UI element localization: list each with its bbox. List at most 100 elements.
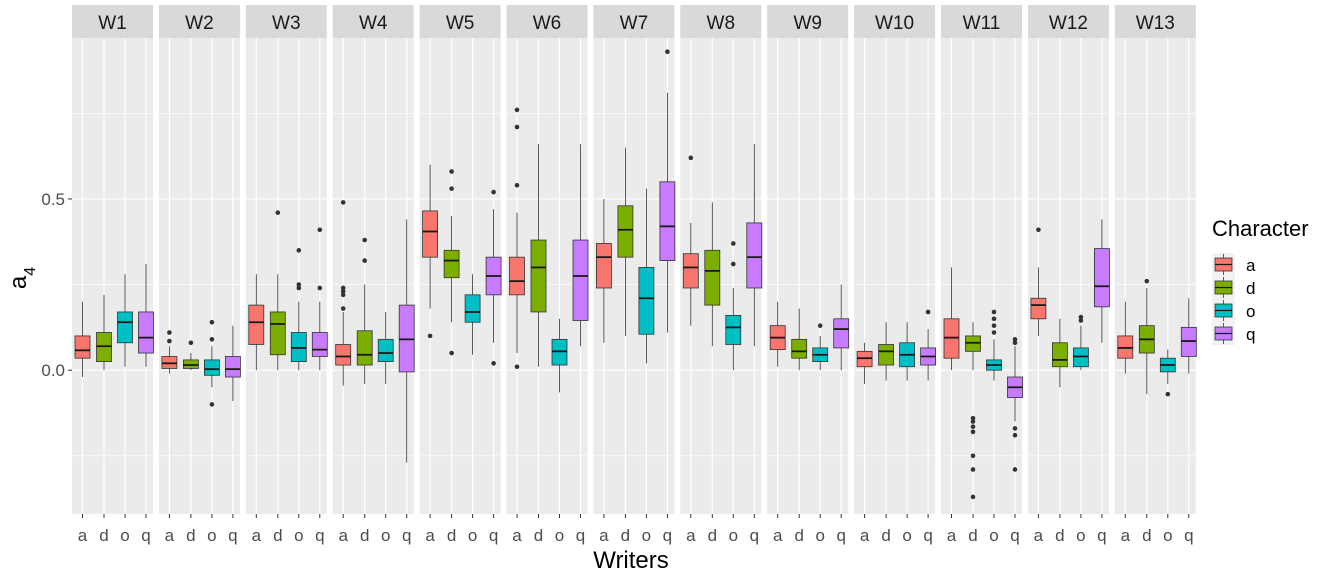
box-iqr — [509, 256, 525, 296]
facet-strip-label: W8 — [707, 13, 736, 34]
facet-strip-label: W4 — [359, 13, 388, 34]
x-tick-label: o — [642, 526, 651, 545]
facet-strip — [1114, 5, 1196, 38]
facet-strip — [332, 5, 414, 38]
x-tick-label: a — [1034, 526, 1044, 545]
facet-strip-label: W2 — [185, 13, 214, 34]
facet-strip — [72, 5, 153, 38]
box-iqr — [269, 311, 286, 356]
box-w12-d — [1052, 318, 1068, 388]
outlier-point — [991, 316, 997, 322]
outlier-point — [427, 333, 433, 339]
box-w10-o — [899, 322, 915, 381]
box-w11-d — [965, 322, 981, 500]
facet-strip-label: W1 — [98, 13, 127, 34]
x-tick-label: d — [968, 526, 977, 545]
outlier-point — [491, 189, 496, 195]
x-tick-label: d — [881, 526, 890, 545]
outlier-point — [340, 306, 346, 311]
facet-panel-w5: W5 a d o q — [419, 5, 502, 545]
x-tick-label: q — [489, 526, 498, 545]
outlier-point — [970, 419, 976, 424]
facet-strip-label: W3 — [272, 13, 301, 34]
x-tick-label: q — [1010, 526, 1019, 545]
box-w12-o — [1073, 314, 1089, 371]
facet-strip-label: W10 — [875, 13, 914, 34]
box-w10-a — [856, 342, 873, 384]
box-w3-q — [311, 227, 328, 371]
outlier-point — [514, 107, 520, 113]
x-tick-label: o — [555, 526, 564, 545]
x-tick-label: a — [338, 526, 348, 545]
box-w7-d — [617, 147, 634, 336]
x-tick-label: q — [663, 526, 672, 545]
legend-label: q — [1246, 325, 1255, 344]
box-iqr — [335, 344, 352, 366]
box-iqr — [1052, 342, 1068, 368]
x-tick-label: q — [402, 526, 411, 545]
x-tick-label: q — [141, 526, 150, 545]
facet-strip — [1027, 5, 1109, 38]
facet-panel-w12: W12 a d o q — [1027, 5, 1110, 545]
x-tick-label: d — [1055, 526, 1064, 545]
outlier-point — [275, 210, 281, 215]
facet-panel-w3: W3 a d o q — [245, 5, 328, 545]
facet-strip — [767, 5, 849, 38]
box-w4-a — [335, 200, 352, 386]
box-iqr — [1094, 248, 1110, 308]
x-tick-label: a — [512, 526, 522, 545]
box-w9-o — [812, 323, 829, 371]
box-iqr — [377, 338, 394, 363]
facet-strip-label: W7 — [620, 13, 649, 34]
outlier-point — [1165, 391, 1171, 397]
box-w2-o — [203, 319, 220, 407]
legend-label: d — [1246, 279, 1255, 298]
outlier-point — [970, 467, 976, 472]
box-w8-o — [725, 241, 742, 371]
outlier-point — [970, 424, 976, 429]
legend-title: Character — [1212, 216, 1309, 241]
x-tick-label: o — [207, 526, 216, 545]
box-iqr — [311, 332, 328, 357]
box-w5-d — [443, 169, 460, 356]
facet-strip — [941, 5, 1022, 38]
outlier-point — [1144, 278, 1150, 284]
box-w4-d — [356, 237, 373, 384]
box-w10-d — [878, 322, 894, 381]
box-iqr — [530, 239, 547, 313]
box-iqr — [704, 249, 721, 306]
box-w5-a — [422, 164, 439, 339]
box-w1-o — [117, 274, 133, 367]
box-w8-d — [704, 202, 721, 347]
x-tick-label: a — [252, 526, 262, 545]
x-tick-label: o — [1163, 526, 1172, 545]
facet-strip-label: W12 — [1049, 13, 1088, 34]
legend-item-a: a — [1212, 253, 1256, 276]
box-iqr — [833, 318, 850, 349]
outlier-point — [970, 415, 976, 421]
box-iqr — [74, 335, 91, 359]
box-w6-q — [572, 144, 589, 347]
x-tick-label: a — [947, 526, 957, 545]
box-iqr — [791, 338, 808, 359]
y-axis-title-subscript: 4 — [22, 267, 39, 276]
outlier-point — [817, 323, 823, 328]
box-w13-a — [1117, 301, 1134, 374]
outlier-point — [209, 337, 215, 342]
box-w8-q — [746, 144, 763, 347]
facet-strip — [419, 5, 501, 38]
box-w11-q — [1007, 337, 1023, 472]
box-iqr — [356, 330, 373, 366]
box-iqr — [878, 344, 894, 366]
y-axis: 0.0 0.5 — [41, 190, 72, 380]
x-tick-label: a — [773, 526, 783, 545]
outlier-point — [514, 182, 520, 188]
box-iqr — [422, 210, 439, 258]
outlier-point — [340, 200, 346, 205]
legend-label: o — [1246, 302, 1255, 321]
box-w12-a — [1030, 227, 1047, 336]
box-iqr — [746, 222, 763, 289]
facet-strip-label: W11 — [963, 13, 1001, 34]
box-w1-q — [138, 264, 154, 367]
